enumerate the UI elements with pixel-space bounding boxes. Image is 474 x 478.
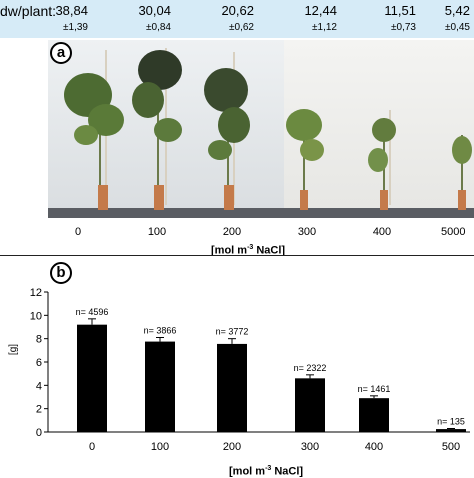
dry-weight-header: dw/plant: 38,84 ±1,39 30,04 ±0,84 20,62 … (0, 0, 474, 38)
photo-unit-label: [mol m-3 NaCl] (211, 244, 286, 257)
dw-cell-1: 30,04 ±0,84 (111, 4, 171, 34)
dw-cell-2: 20,62 ±0,62 (194, 4, 254, 34)
bar-n-label: n= 2322 (294, 363, 327, 373)
panel-a-badge: a (50, 42, 72, 64)
y-axis-label: [g] (8, 343, 20, 356)
photo-tick: 300 (297, 226, 317, 238)
dw-sd: ±0,45 (445, 22, 470, 33)
bar-chart: 0 2 4 6 8 10 12 n= 4596 0 n= 3866 100 n= 3772 200 n= … (30, 287, 470, 453)
x-tick-label: 0 (89, 441, 95, 453)
bar-n-label: n= 4596 (76, 307, 109, 317)
bar (77, 324, 107, 432)
x-tick-label: 200 (223, 441, 241, 453)
bar-n-label: n= 3772 (216, 327, 249, 337)
dw-sd: ±1,12 (312, 22, 337, 33)
dw-mean: 20,62 (221, 3, 254, 18)
dw-cell-3: 12,44 ±1,12 (277, 4, 337, 34)
dw-cell-0: 38,84 ±1,39 (28, 4, 88, 34)
dw-sd: ±0,84 (146, 22, 171, 33)
plant-photo (48, 40, 474, 218)
y-tick-label: 2 (36, 404, 42, 416)
bar (359, 398, 389, 432)
bar-n-label: n= 1461 (358, 384, 391, 394)
photo-tick: 0 (74, 226, 82, 238)
panel-b-badge: b (50, 262, 72, 284)
bar (436, 429, 466, 432)
photo-tick: 400 (372, 226, 392, 238)
x-tick-label: 300 (301, 441, 319, 453)
x-tick-label: 100 (151, 441, 169, 453)
bar-n-label: n= 135 (437, 417, 465, 427)
bar (295, 378, 325, 432)
y-tick-label: 0 (36, 427, 42, 439)
dw-cell-5: 5,42 ±0,45 (410, 4, 470, 34)
plant-photo-illustration (48, 40, 474, 218)
dry-weight-label: dw/plant: (0, 3, 57, 19)
y-tick-label: 10 (30, 310, 42, 322)
dw-mean: 12,44 (304, 3, 337, 18)
y-tick-label: 12 (30, 287, 42, 299)
x-tick-label: 400 (365, 441, 383, 453)
y-tick-label: 4 (36, 380, 42, 392)
dw-mean: 38,84 (55, 3, 88, 18)
panel-divider (0, 255, 474, 256)
dw-sd: ±1,39 (63, 22, 88, 33)
bar-n-label: n= 3866 (144, 326, 177, 336)
dw-mean: 5,42 (444, 3, 470, 18)
photo-tick: 200 (222, 226, 242, 238)
dw-mean: 11,51 (384, 3, 416, 18)
y-tick-label: 8 (36, 334, 42, 346)
dw-sd: ±0,73 (391, 22, 416, 33)
dw-mean: 30,04 (138, 3, 171, 18)
photo-tick: 5000 (441, 226, 466, 238)
y-tick-label: 6 (36, 357, 42, 369)
bar (145, 341, 175, 432)
dw-cell-4: 11,51 ±0,73 (356, 4, 416, 34)
photo-tick: 100 (147, 226, 167, 238)
x-axis-label: [mol m-3 NaCl] (229, 465, 304, 478)
x-tick-label: 500 (442, 441, 460, 453)
dw-sd: ±0,62 (229, 22, 254, 33)
bar (217, 343, 247, 432)
